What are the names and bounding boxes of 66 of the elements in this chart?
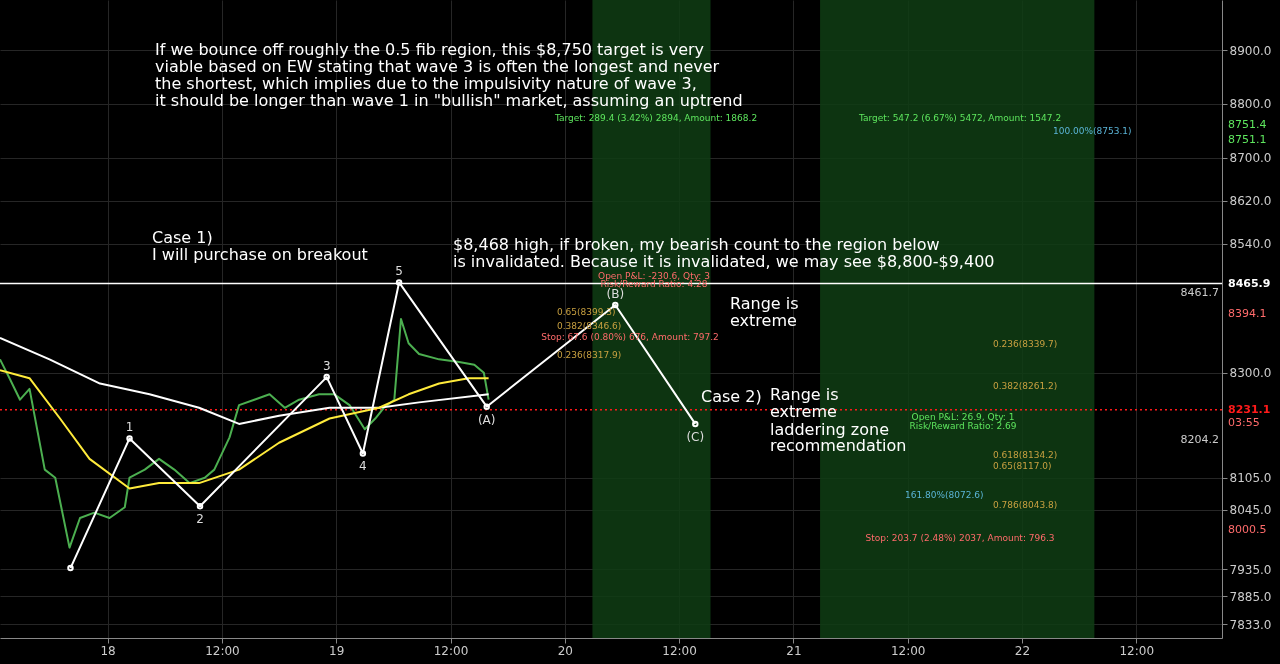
annotation: it should be longer than wave 1 in "bullish" market, assuming an uptrend <box>155 91 743 110</box>
annotation: (C) <box>686 429 705 444</box>
x-tick-label: 21 <box>786 643 802 658</box>
y-tick-label: 8105.0 <box>1229 471 1272 486</box>
text: 8394.1 <box>1228 307 1267 320</box>
y-tick-label: 8620.0 <box>1229 194 1272 209</box>
annotation: 8204.2 <box>1180 433 1219 446</box>
ref-line-label: 8465.9 <box>1228 276 1271 290</box>
annotation: 8461.7 <box>1180 286 1219 299</box>
annotation: laddering zone <box>770 420 889 439</box>
y-tick-label: 8900.0 <box>1229 43 1272 58</box>
annotation: is invalidated. Because it is invalidated, we may see $8,800-$9,400 <box>453 252 995 271</box>
annotation: 0.382(8261.2) <box>993 381 1058 391</box>
y-tick-label: 8300.0 <box>1229 366 1272 381</box>
annotation: extreme <box>770 402 837 421</box>
annotation: Range is <box>770 385 839 404</box>
x-tick-label: 20 <box>557 643 573 658</box>
y-tick-label: 8700.0 <box>1229 151 1272 166</box>
annotation: the shortest, which implies due to the impulsivity nature of wave 3, <box>155 74 697 93</box>
y-tick-label: 8045.0 <box>1229 503 1272 518</box>
annotation: 4 <box>359 459 367 474</box>
y-tick-label: 7833.0 <box>1229 617 1272 632</box>
text: 03:55 <box>1228 416 1260 429</box>
annotation: Open P&L: -230.6, Qty: 3 <box>598 271 710 281</box>
annotation: 0.236(8339.7) <box>993 339 1058 349</box>
annotation: 0.786(8043.8) <box>993 500 1058 510</box>
y-tick-label: 7885.0 <box>1229 589 1272 604</box>
annotation: Stop: 203.7 (2.48%) 2037, Amount: 796.3 <box>865 533 1055 543</box>
annotation: Risk/Reward Ratio: 2.69 <box>909 421 1017 431</box>
ref-line-label: 8231.1 <box>1228 402 1271 416</box>
annotation: 3 <box>322 359 331 374</box>
annotation: 0.65(8117.0) <box>993 461 1052 471</box>
annotation: $8,468 high, if broken, my bearish count to the region below <box>453 235 940 254</box>
x-tick-label: 19 <box>329 643 345 658</box>
x-tick-label: 12:00 <box>890 643 926 658</box>
annotation: Range is <box>730 294 799 313</box>
annotation: Target: 547.2 (6.67%) 5472, Amount: 1547.2 <box>857 113 1062 123</box>
y-tick-label: 8800.0 <box>1229 97 1272 112</box>
annotation: viable based on EW stating that wave 3 is often the longest and never <box>155 57 720 76</box>
annotation: I will purchase on breakout <box>152 245 368 264</box>
annotation: 0.236(8317.9) <box>557 350 622 360</box>
text: 8751.1 <box>1228 133 1267 146</box>
annotation: 0.618(8134.2) <box>993 450 1058 460</box>
x-tick-label: 12:00 <box>1119 643 1155 658</box>
text: 8751.4 <box>1228 118 1267 131</box>
annotation: (B) <box>606 287 625 302</box>
annotation: Open P&L: 26.9, Qty: 1 <box>911 412 1015 422</box>
annotation: Target: 289.4 (3.42%) 2894, Amount: 1868.2 <box>553 113 758 123</box>
annotation: 2 <box>196 512 204 527</box>
x-tick-label: 12:00 <box>662 643 697 658</box>
y-tick-label: 7935.0 <box>1229 562 1272 577</box>
annotation: 1 <box>125 420 134 435</box>
annotation: 161.80%(8072.6) <box>905 490 984 500</box>
annotation: If we bounce off roughly the 0.5 fib region, this $8,750 target is very <box>155 40 705 59</box>
y-tick-label: 8540.0 <box>1229 237 1272 252</box>
annotation: (A) <box>477 412 496 427</box>
annotation: Case 1) <box>152 228 213 247</box>
annotation: 5 <box>395 264 403 279</box>
x-tick-label: 22 <box>1014 643 1031 658</box>
text: 8000.5 <box>1228 523 1267 536</box>
x-tick-label: 12:00 <box>433 643 469 658</box>
annotation: 100.00%(8753.1) <box>1053 126 1132 136</box>
annotation: Case 2) <box>701 387 762 406</box>
x-tick-label: 12:00 <box>205 643 240 658</box>
x-tick-label: 18 <box>100 643 116 658</box>
annotation: extreme <box>730 311 797 330</box>
